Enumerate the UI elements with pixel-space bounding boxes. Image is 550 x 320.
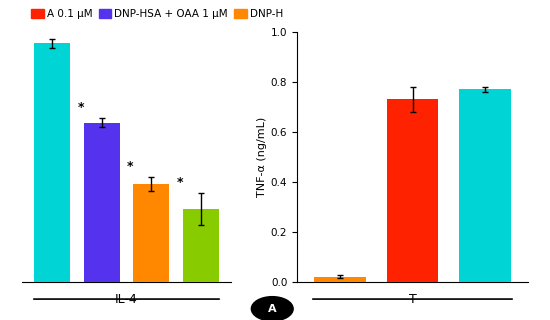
Text: *: *: [78, 101, 84, 114]
Bar: [34, 43, 70, 282]
Bar: [183, 209, 219, 282]
Bar: [315, 276, 366, 282]
Text: A: A: [268, 304, 277, 314]
Text: *: *: [127, 160, 134, 173]
Bar: [84, 123, 119, 282]
Text: *: *: [177, 176, 184, 188]
Bar: [459, 89, 510, 282]
Legend: A 0.1 μM, DNP-HSA + OAA 1 μM, DNP-H: A 0.1 μM, DNP-HSA + OAA 1 μM, DNP-H: [27, 5, 288, 24]
Bar: [387, 100, 438, 282]
Bar: [134, 184, 169, 282]
Y-axis label: TNF-α (ng/mL): TNF-α (ng/mL): [257, 117, 267, 197]
